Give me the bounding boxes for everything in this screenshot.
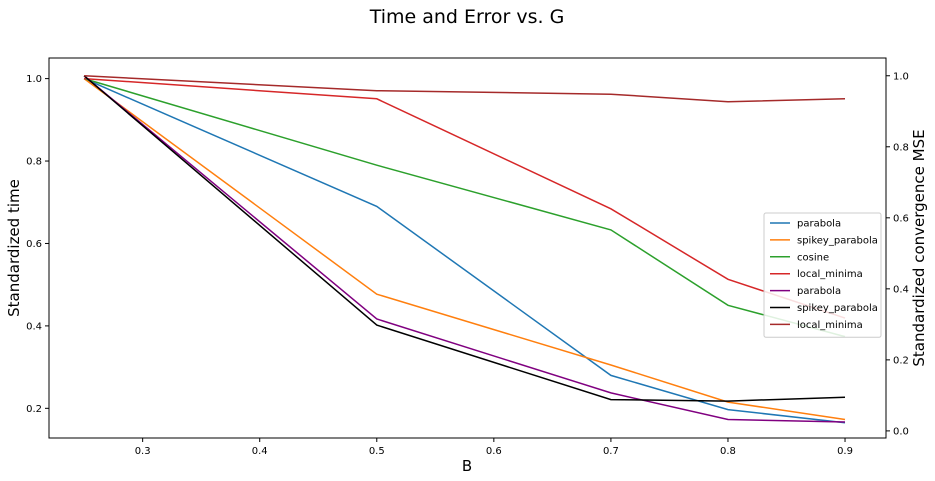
y-right-tick-label: 1.0	[893, 71, 909, 82]
legend: parabolaspikey_parabolacosinelocal_minim…	[763, 212, 882, 338]
chart-title: Time and Error vs. G	[369, 6, 565, 28]
y-right-tick-label: 0.2	[893, 355, 909, 366]
y-right-tick-label: 0.4	[893, 284, 909, 295]
series-line-spikey_parabola-left	[83, 77, 846, 421]
y-right-tick-label: 0.6	[893, 213, 909, 224]
series-line-parabola-left	[83, 77, 846, 424]
legend-label: parabola	[797, 286, 841, 297]
plot-area	[83, 75, 846, 424]
y-axis-left-label: Standardized time	[5, 179, 23, 317]
y-left-tick-label: 0.6	[26, 239, 42, 250]
x-tick-label: 0.7	[603, 446, 619, 457]
series-line-parabola-right	[83, 75, 846, 423]
y-left-tick-label: 0.8	[26, 157, 42, 168]
y-right-tick-label: 0.0	[893, 426, 909, 437]
x-tick-label: 0.5	[369, 446, 385, 457]
y-left-tick-label: 0.4	[26, 321, 42, 332]
y-axis-left: 0.2 0.4 0.6 0.8 1.0	[26, 74, 49, 415]
x-axis-label: B	[462, 457, 472, 475]
plot-frame	[48, 57, 887, 439]
x-tick-label: 0.3	[135, 446, 151, 457]
series-line-local_minima-right	[84, 75, 846, 103]
legend-label: cosine	[797, 252, 829, 263]
y-left-tick-label: 1.0	[26, 74, 42, 85]
series-line-local_minima-left	[84, 77, 846, 319]
x-tick-label: 0.9	[837, 446, 853, 457]
legend-frame	[763, 212, 882, 338]
legend-label: spikey_parabola	[797, 303, 878, 314]
x-axis: 0.3 0.4 0.5 0.6 0.7 0.8 0.9	[135, 438, 853, 457]
x-tick-label: 0.8	[720, 446, 736, 457]
y-axis-right: 0.0 0.2 0.4 0.6 0.8 1.0	[886, 71, 909, 437]
x-tick-label: 0.4	[252, 446, 268, 457]
legend-label: spikey_parabola	[797, 235, 878, 246]
x-tick-label: 0.6	[486, 446, 502, 457]
y-left-tick-label: 0.2	[26, 404, 42, 415]
series-line-spikey_parabola-right	[83, 75, 846, 402]
legend-label: parabola	[797, 219, 841, 230]
y-right-tick-label: 0.8	[893, 142, 909, 153]
series-line-cosine-left	[83, 77, 846, 338]
y-axis-right-label: Standardized convergence MSE	[910, 129, 928, 366]
legend-label: local_minima	[797, 320, 863, 331]
legend-label: local_minima	[797, 269, 863, 280]
